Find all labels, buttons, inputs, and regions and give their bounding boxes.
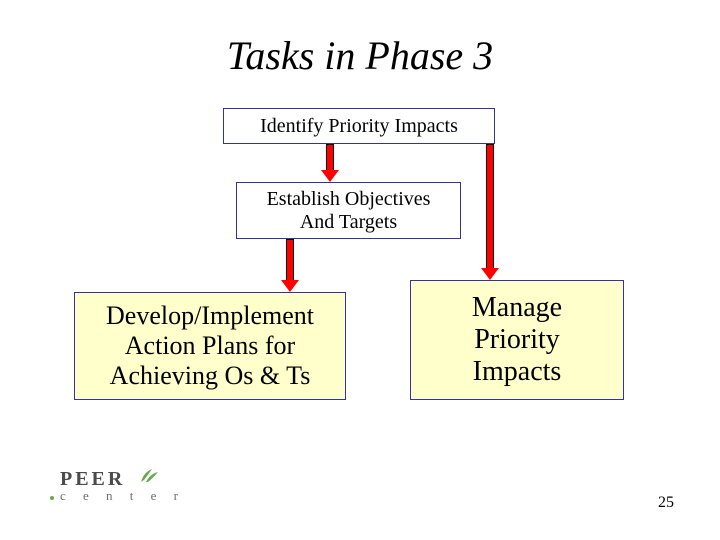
logo-center-text: c e n t e r	[60, 488, 185, 504]
box-manage-priority-impacts: ManagePriorityImpacts	[410, 280, 624, 400]
box-establish-objectives: Establish ObjectivesAnd Targets	[236, 182, 461, 239]
box-establish-label: Establish ObjectivesAnd Targets	[267, 188, 431, 234]
slide: Tasks in Phase 3 Identify Priority Impac…	[0, 0, 720, 540]
logo-dot-icon	[50, 496, 54, 500]
logo-leaf-icon	[138, 466, 160, 484]
arrow-identify-to-establish	[321, 144, 339, 182]
box-identify-label: Identify Priority Impacts	[260, 115, 458, 138]
arrow-identify-to-manage	[481, 144, 499, 280]
page-number: 25	[658, 494, 674, 512]
slide-title: Tasks in Phase 3	[0, 32, 720, 79]
box-identify-priority-impacts: Identify Priority Impacts	[223, 108, 495, 144]
arrow-establish-to-develop	[281, 239, 299, 292]
box-develop-label: Develop/ImplementAction Plans forAchievi…	[106, 301, 314, 391]
peer-center-logo: PEER c e n t e r	[60, 468, 200, 508]
box-develop-implement: Develop/ImplementAction Plans forAchievi…	[74, 292, 346, 400]
box-manage-label: ManagePriorityImpacts	[472, 292, 562, 389]
